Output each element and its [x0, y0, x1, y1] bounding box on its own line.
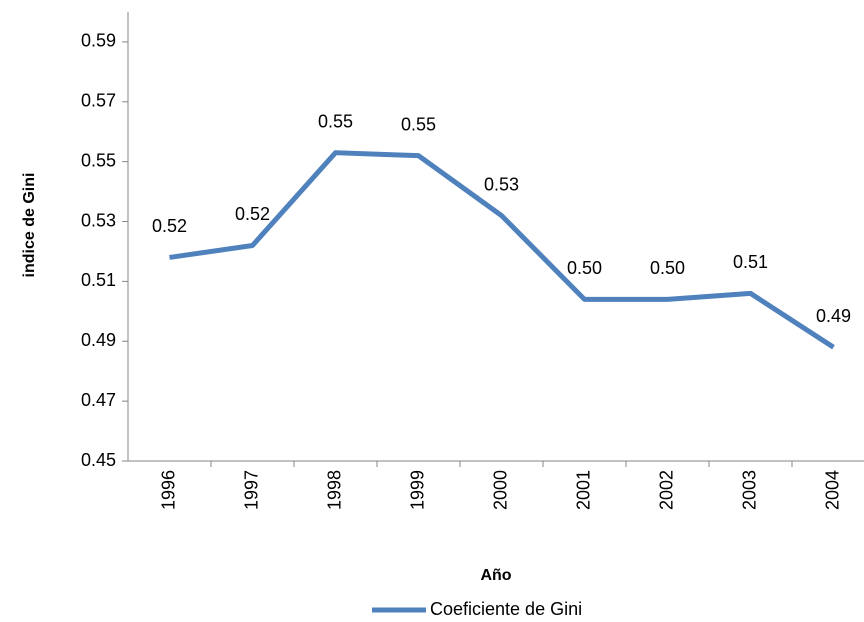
data-label: 0.52 [152, 216, 187, 236]
line-series [169, 150, 835, 350]
data-label: 0.49 [816, 306, 851, 326]
x-axis-label: Año [480, 567, 511, 584]
x-tick-label: 1999 [407, 470, 427, 510]
y-tick-label: 0.59 [81, 31, 116, 51]
y-tick-label: 0.45 [81, 450, 116, 470]
y-axis-label: indice de Gini [21, 173, 38, 278]
x-tick-label: 1997 [241, 470, 261, 510]
x-tick-label: 2001 [573, 470, 593, 510]
x-tick-label: 2000 [490, 470, 510, 510]
y-tick-label: 0.53 [81, 210, 116, 230]
data-label: 0.50 [567, 258, 602, 278]
y-tick-label: 0.49 [81, 330, 116, 350]
x-tick-label: 2004 [822, 470, 842, 510]
data-label: 0.55 [318, 111, 353, 131]
x-tick-label: 1996 [158, 470, 178, 510]
y-tick-label: 0.55 [81, 150, 116, 170]
x-tick-label: 2003 [739, 470, 759, 510]
y-tick-label: 0.51 [81, 270, 116, 290]
data-label: 0.51 [733, 252, 768, 272]
x-tick-label: 1998 [324, 470, 344, 510]
data-label: 0.52 [235, 204, 270, 224]
data-label: 0.53 [484, 174, 519, 194]
y-tick-label: 0.57 [81, 91, 116, 111]
legend-label: Coeficiente de Gini [430, 599, 582, 619]
x-tick-label: 2002 [656, 470, 676, 510]
data-label: 0.50 [650, 258, 685, 278]
y-tick-label: 0.47 [81, 390, 116, 410]
data-label: 0.55 [401, 114, 436, 134]
